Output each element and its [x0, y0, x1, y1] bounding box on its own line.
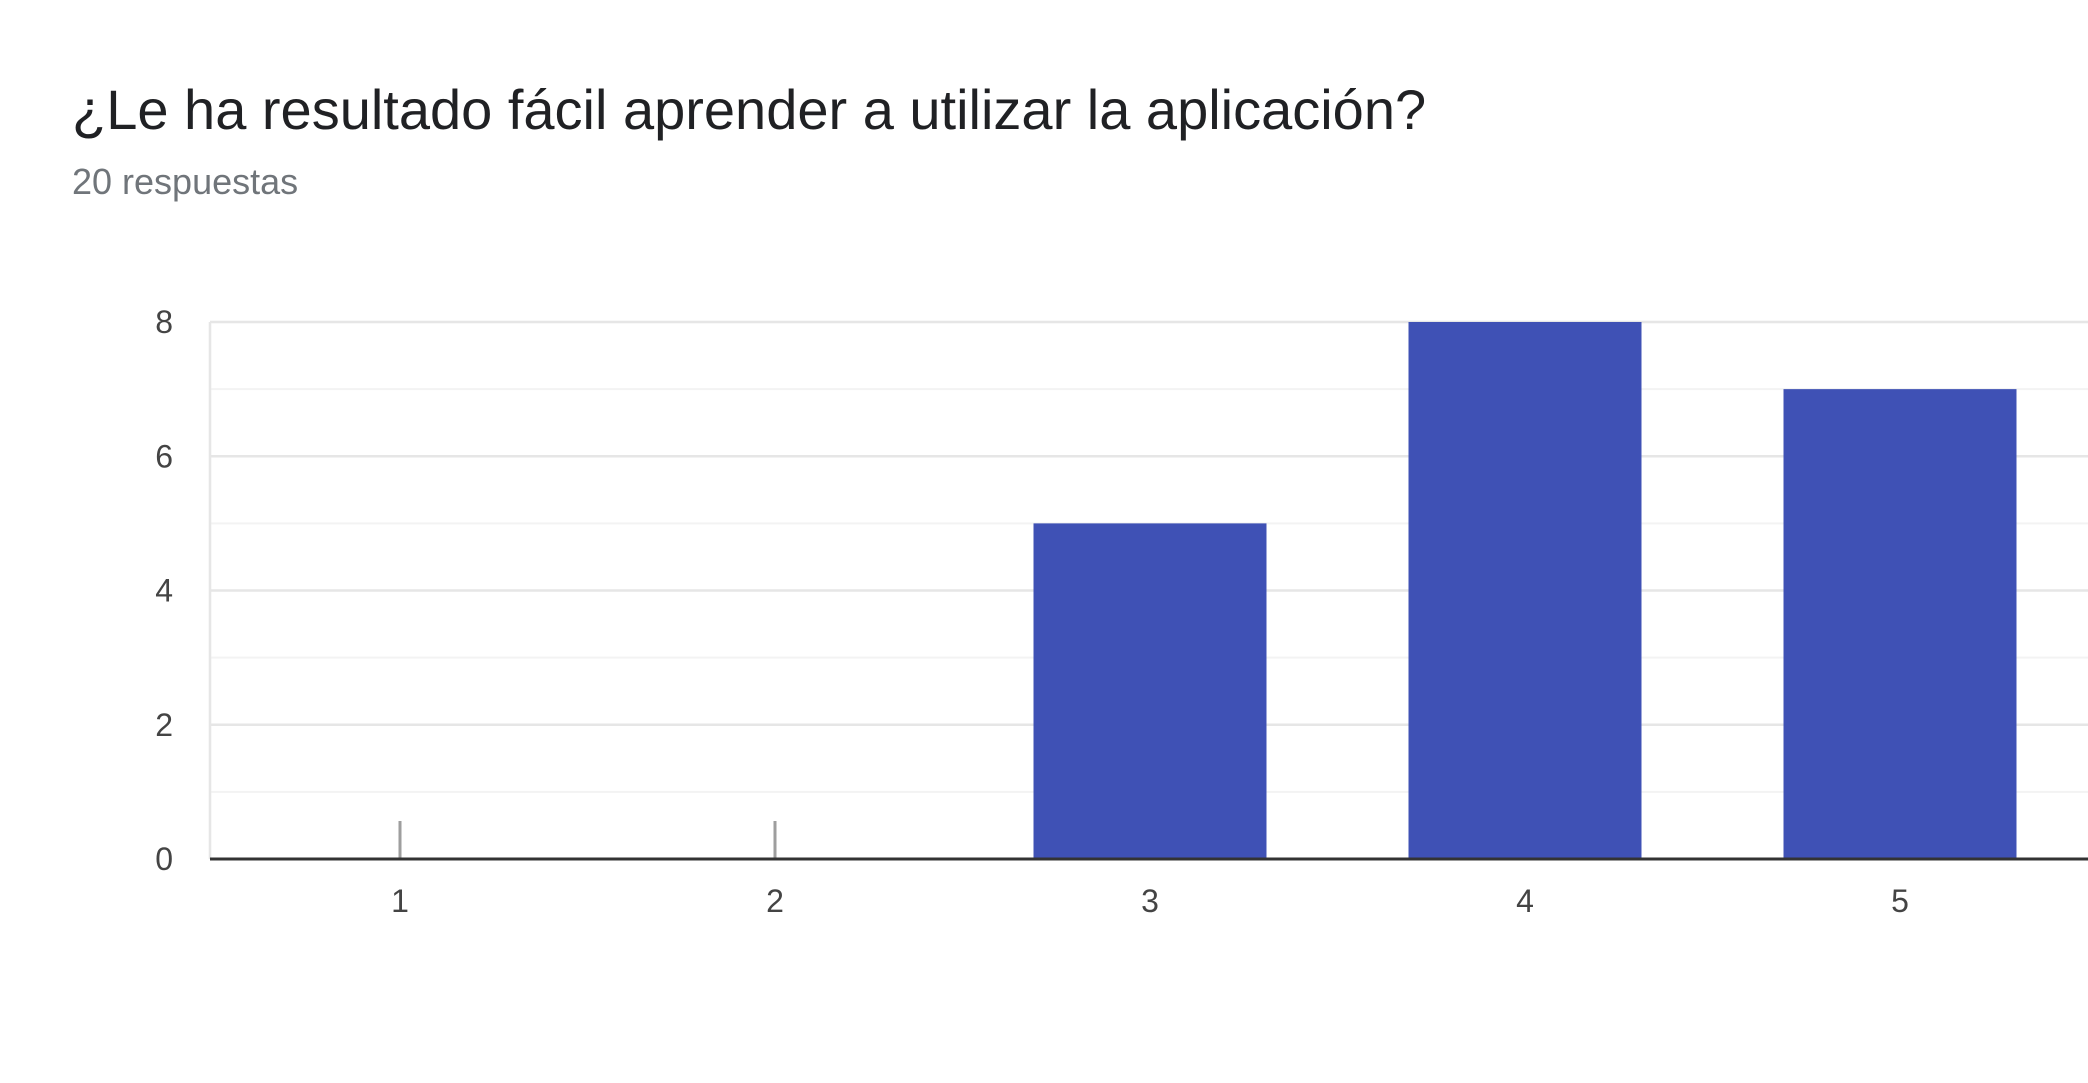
x-tick-label: 2: [766, 883, 784, 919]
y-tick-label: 6: [155, 438, 173, 474]
bar: [1408, 322, 1642, 859]
y-tick-label: 0: [155, 841, 173, 877]
question-title: ¿Le ha resultado fácil aprender a utiliz…: [72, 78, 1427, 141]
bar: [1783, 389, 2017, 859]
x-tick-label: 1: [391, 883, 409, 919]
response-count: 20 respuestas: [72, 161, 299, 202]
x-tick-label: 5: [1891, 883, 1909, 919]
y-tick-label: 2: [155, 707, 173, 743]
y-tick-label: 8: [155, 304, 173, 340]
y-tick-label: 4: [155, 573, 173, 609]
x-tick-label: 3: [1141, 883, 1159, 919]
x-tick-label: 4: [1516, 883, 1534, 919]
bar: [1033, 523, 1267, 859]
